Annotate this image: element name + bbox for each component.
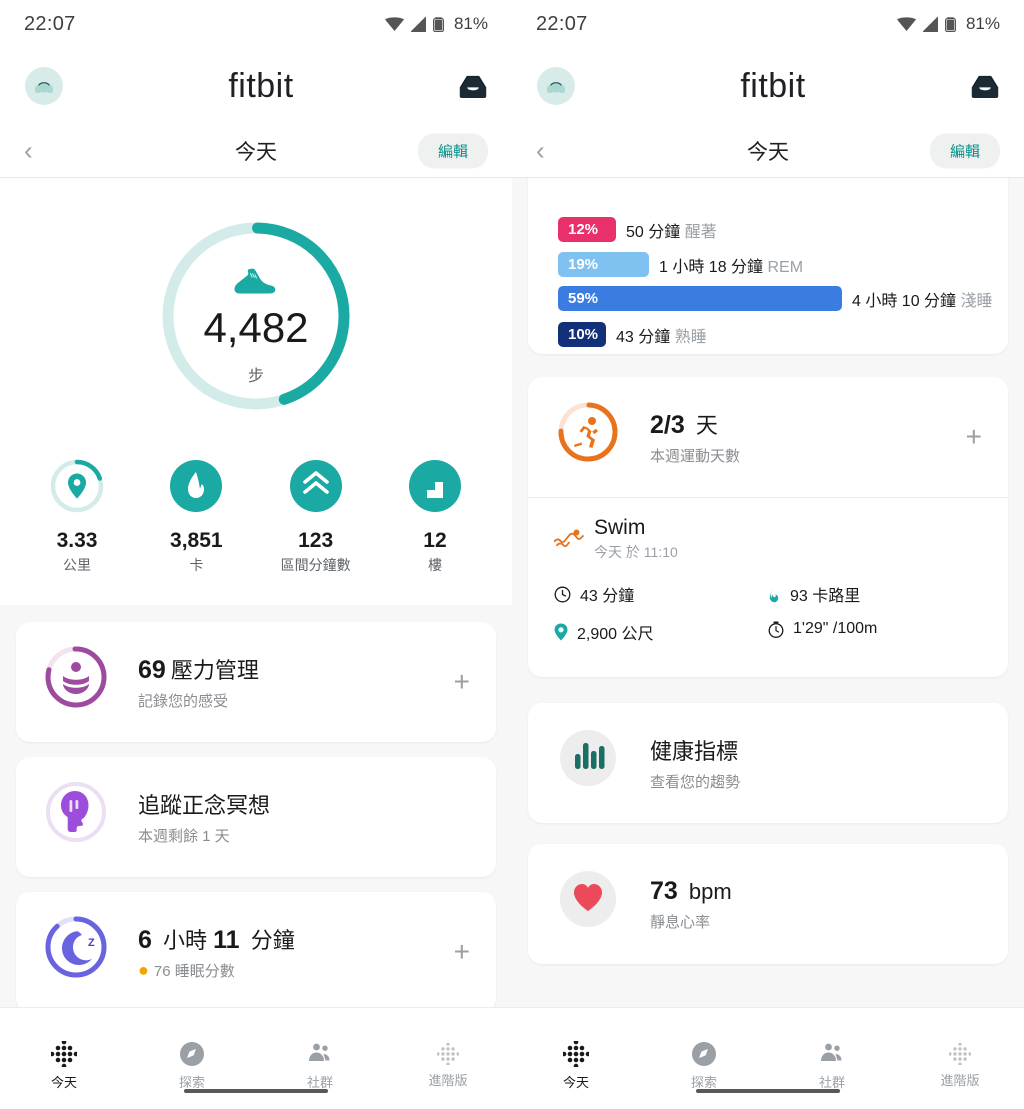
svg-text:Z: Z	[88, 937, 95, 949]
